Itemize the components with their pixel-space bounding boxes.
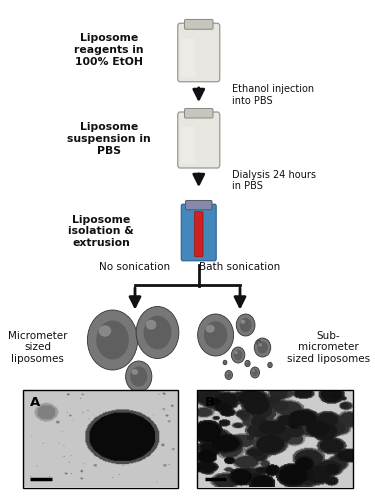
Ellipse shape — [252, 370, 255, 372]
Text: B: B — [205, 396, 215, 409]
Ellipse shape — [132, 369, 138, 375]
Ellipse shape — [240, 320, 245, 324]
FancyBboxPatch shape — [178, 23, 220, 82]
Ellipse shape — [245, 360, 250, 366]
Text: A: A — [30, 396, 40, 409]
Ellipse shape — [252, 369, 258, 376]
Ellipse shape — [258, 343, 262, 346]
Text: Liposome
reagents in
100% EtOH: Liposome reagents in 100% EtOH — [74, 34, 144, 66]
Text: Bath sonication: Bath sonication — [200, 262, 280, 272]
Ellipse shape — [254, 338, 271, 357]
Ellipse shape — [130, 366, 147, 386]
Text: Sub-
micrometer
sized liposomes: Sub- micrometer sized liposomes — [286, 331, 370, 364]
Ellipse shape — [240, 318, 252, 332]
Ellipse shape — [223, 360, 227, 364]
Ellipse shape — [234, 351, 238, 354]
Ellipse shape — [236, 314, 255, 336]
Ellipse shape — [198, 314, 234, 356]
Ellipse shape — [258, 341, 260, 344]
FancyBboxPatch shape — [181, 38, 195, 77]
Text: Micrometer
sized
liposomes: Micrometer sized liposomes — [8, 331, 67, 364]
Ellipse shape — [231, 347, 245, 363]
FancyBboxPatch shape — [184, 108, 213, 118]
Ellipse shape — [224, 361, 226, 364]
Ellipse shape — [87, 310, 138, 370]
FancyBboxPatch shape — [182, 204, 216, 260]
Text: No sonication: No sonication — [99, 262, 171, 272]
Text: Ethanol injection
into PBS: Ethanol injection into PBS — [232, 84, 315, 106]
FancyBboxPatch shape — [178, 112, 220, 168]
Ellipse shape — [246, 362, 248, 363]
Ellipse shape — [268, 363, 272, 367]
Ellipse shape — [226, 372, 231, 378]
FancyBboxPatch shape — [181, 126, 195, 164]
Ellipse shape — [225, 370, 232, 380]
Ellipse shape — [251, 367, 260, 378]
Text: Liposome
suspension in
PBS: Liposome suspension in PBS — [67, 122, 151, 156]
Text: Dialysis 24 hours
in PBS: Dialysis 24 hours in PBS — [232, 170, 316, 192]
Ellipse shape — [99, 326, 111, 336]
Ellipse shape — [144, 316, 171, 350]
FancyBboxPatch shape — [186, 200, 212, 210]
Ellipse shape — [246, 362, 249, 366]
Ellipse shape — [226, 373, 228, 374]
Text: Liposome
isolation &
extrusion: Liposome isolation & extrusion — [68, 215, 134, 248]
Ellipse shape — [204, 322, 227, 348]
Ellipse shape — [206, 324, 215, 332]
Ellipse shape — [146, 320, 156, 330]
Ellipse shape — [257, 340, 261, 345]
Ellipse shape — [234, 350, 243, 360]
Ellipse shape — [96, 320, 129, 360]
Ellipse shape — [257, 342, 268, 353]
Ellipse shape — [136, 306, 179, 358]
FancyBboxPatch shape — [195, 212, 203, 257]
Ellipse shape — [126, 361, 152, 392]
Ellipse shape — [268, 362, 272, 368]
FancyBboxPatch shape — [184, 20, 213, 29]
